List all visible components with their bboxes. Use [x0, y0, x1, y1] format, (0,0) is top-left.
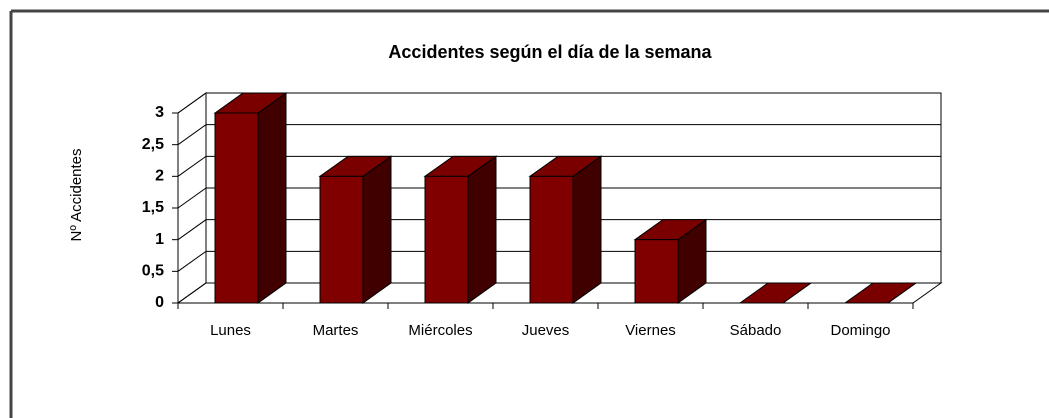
y-tick-label: 1,5 — [142, 199, 164, 216]
x-tick-label: Martes — [313, 322, 359, 339]
x-tick-label: Domingo — [830, 322, 890, 339]
bar — [634, 239, 679, 304]
bar-side — [572, 155, 602, 304]
y-tick-label: 2 — [155, 168, 164, 185]
bar — [424, 175, 469, 304]
grid-line — [177, 155, 941, 177]
bar-side — [257, 92, 287, 304]
bar-top — [843, 282, 918, 304]
y-tick-label: 0 — [155, 294, 164, 311]
grid-line — [177, 187, 941, 209]
y-tick-label: 1 — [155, 231, 164, 248]
x-tick-label: Sábado — [730, 322, 782, 339]
chart-title: Accidentes según el día de la semana — [388, 42, 712, 62]
grid-line — [177, 124, 941, 146]
bar-top — [738, 282, 813, 304]
y-tick-label: 2,5 — [142, 136, 164, 153]
x-tick-label: Miércoles — [408, 322, 472, 339]
y-tick-label: 3 — [155, 104, 164, 121]
y-axis-label: Nº Accidentes — [68, 148, 85, 241]
bar — [214, 112, 259, 304]
x-tick-label: Jueves — [522, 322, 570, 339]
bar — [319, 175, 364, 304]
grid-line — [177, 92, 941, 114]
bar-side — [467, 155, 497, 304]
x-tick-label: Lunes — [210, 322, 251, 339]
y-tick-label: 0,5 — [142, 263, 164, 280]
x-tick-label: Viernes — [625, 322, 676, 339]
bar — [529, 175, 574, 304]
bar-side — [362, 155, 392, 304]
